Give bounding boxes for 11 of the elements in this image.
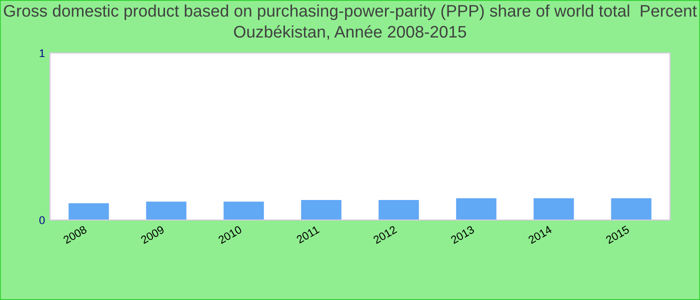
x-tick-label: 2010 xyxy=(218,225,242,244)
x-tick-label: 2009 xyxy=(140,225,165,244)
x-tick-label: 2011 xyxy=(296,225,320,244)
x-tick-label: 2014 xyxy=(528,225,552,244)
y-tick-label: 1 xyxy=(40,49,45,58)
x-tick-label: 2012 xyxy=(372,225,398,244)
x-tick-label: 2013 xyxy=(450,225,475,244)
y-tick-label: 0 xyxy=(39,216,45,224)
x-tick-label: 2008 xyxy=(62,225,88,244)
chart-title: Gross domestic product based on purchasing-power-parity (PPP) share of world total Percent Ouzbékistan, Année 2008-2015 xyxy=(4,4,697,40)
x-tick-label: 2015 xyxy=(605,225,630,244)
